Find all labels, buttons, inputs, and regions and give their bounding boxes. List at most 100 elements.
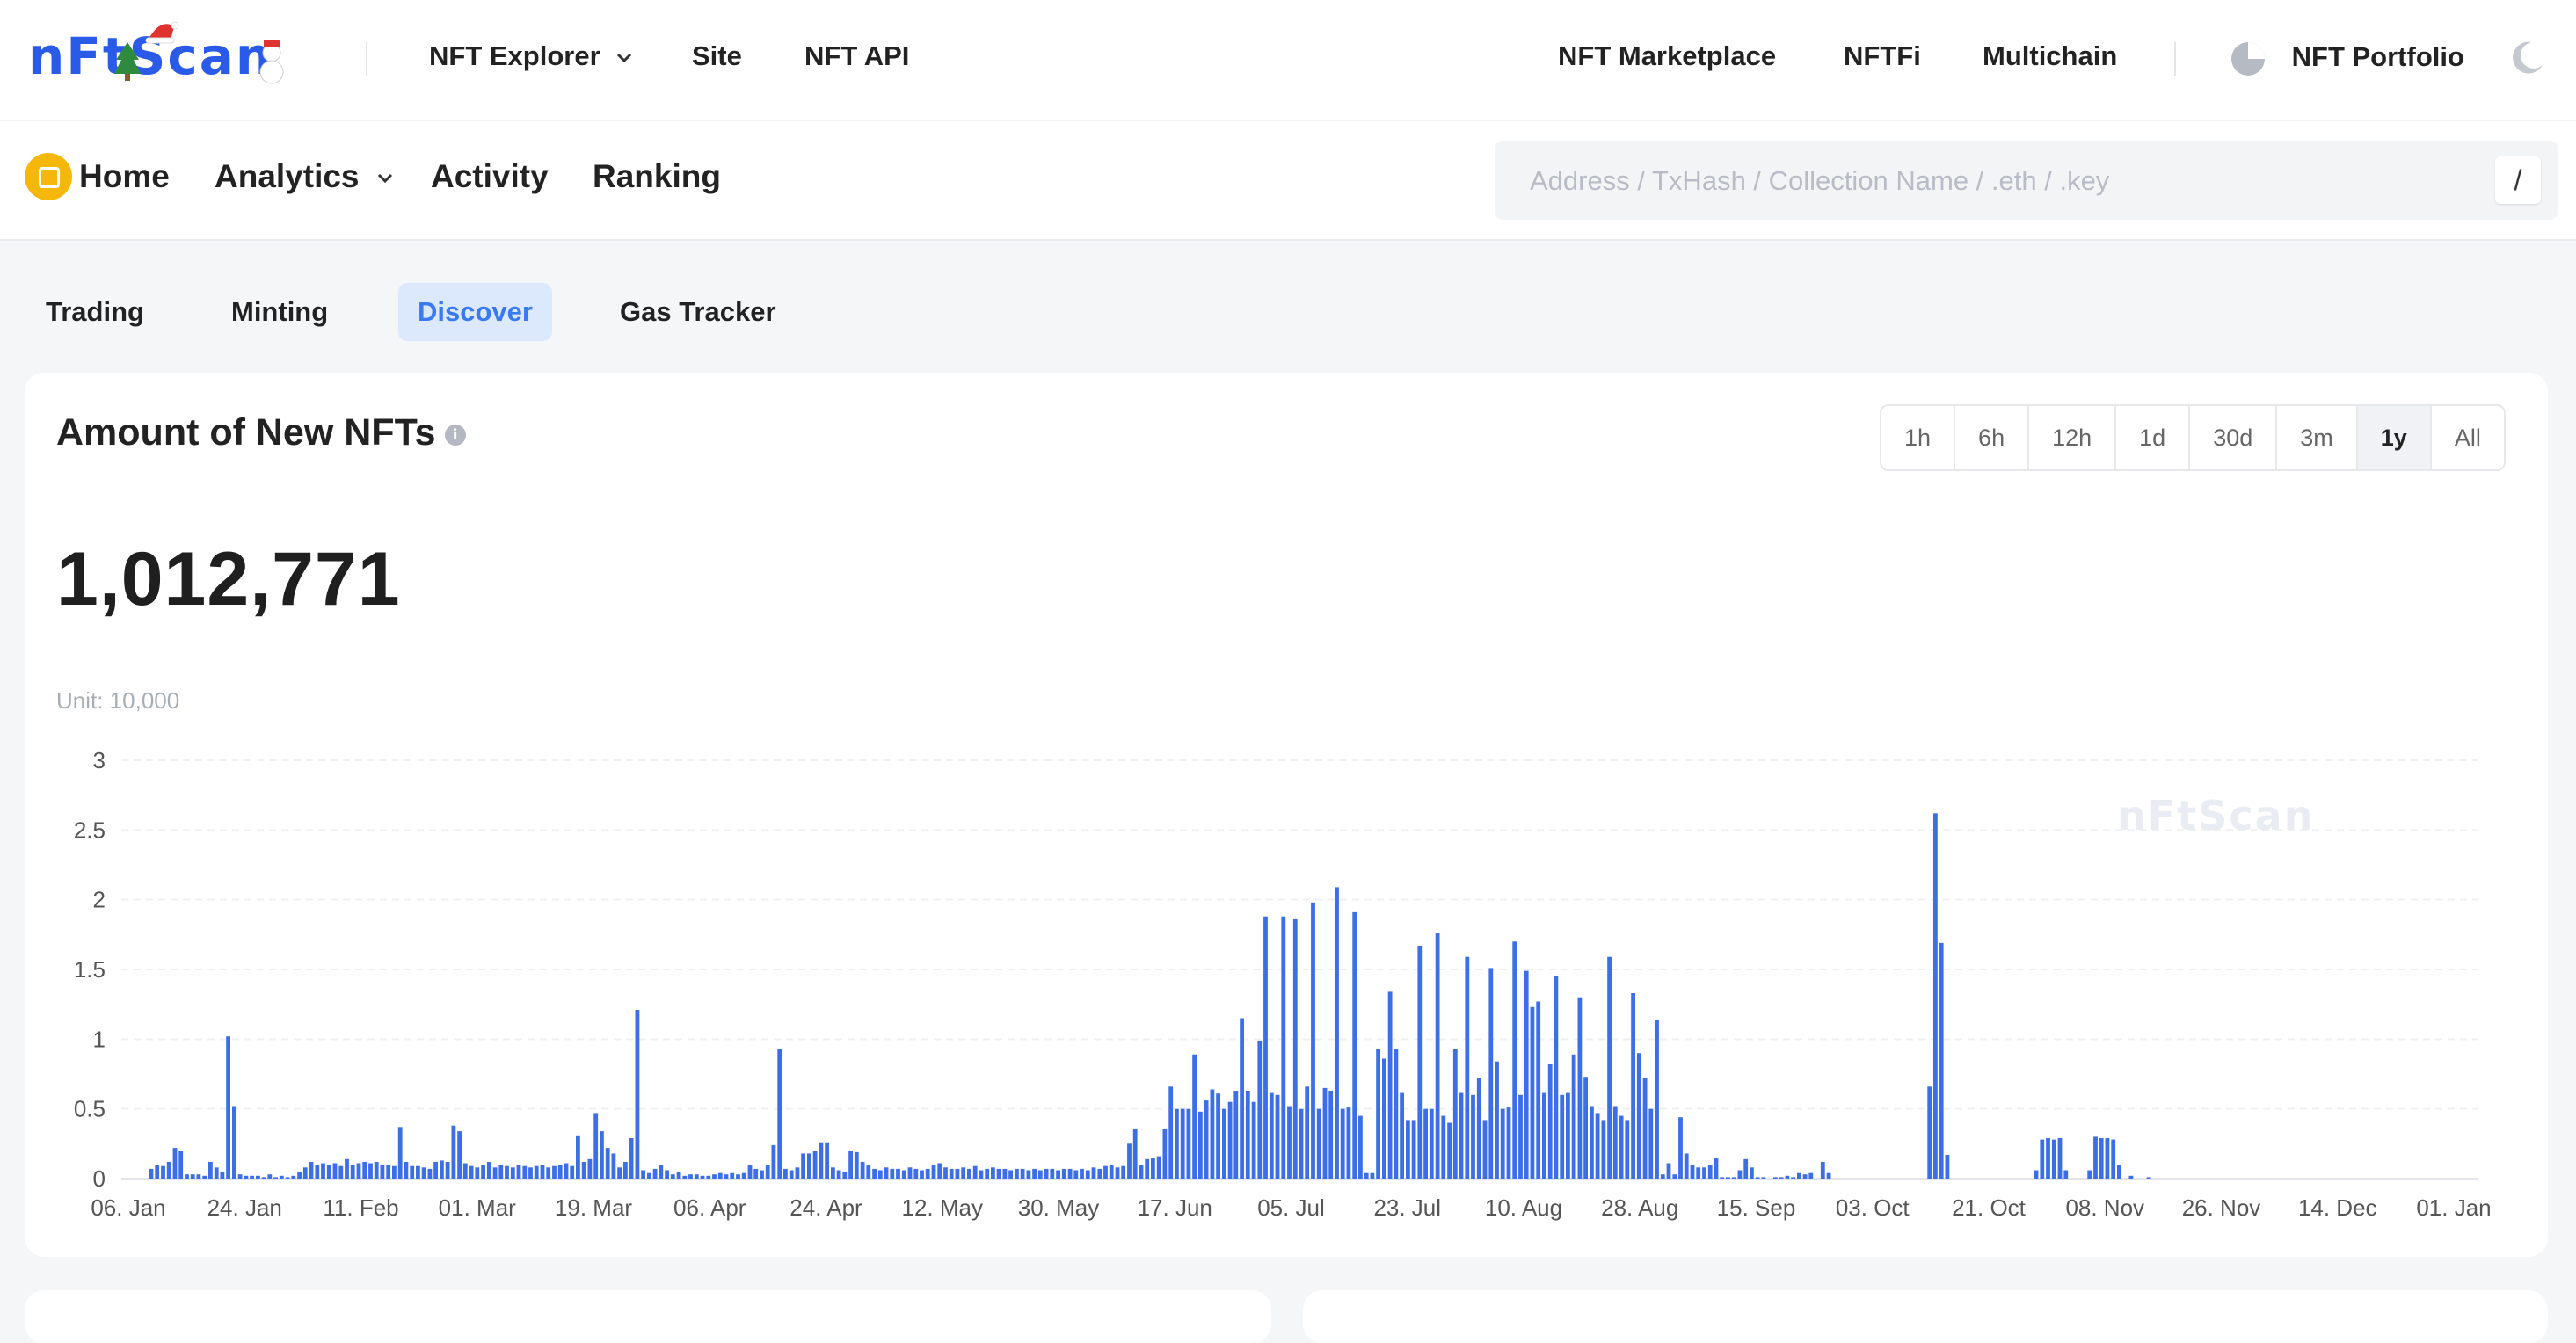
chart-bar[interactable] (587, 1158, 593, 1179)
chart-bar[interactable] (1452, 1049, 1458, 1179)
nft-api-link[interactable]: NFT API (804, 40, 910, 71)
chart-bar[interactable] (1411, 1120, 1416, 1179)
chart-bar[interactable] (1275, 1094, 1280, 1179)
chart-bar[interactable] (356, 1163, 361, 1180)
chart-bar[interactable] (315, 1165, 320, 1179)
chart-bar[interactable] (1387, 991, 1393, 1179)
chart-bar[interactable] (2099, 1138, 2104, 1179)
chart-bar[interactable] (641, 1170, 645, 1180)
chart-bar[interactable] (736, 1174, 740, 1179)
chart-bar[interactable] (931, 1165, 936, 1179)
chart-bar[interactable] (860, 1162, 865, 1179)
chart-bar[interactable] (557, 1165, 563, 1179)
chart-bar[interactable] (600, 1131, 604, 1179)
chart-bar[interactable] (510, 1167, 515, 1179)
chart-bar[interactable] (1216, 1093, 1220, 1179)
chart-bar[interactable] (1655, 1020, 1659, 1179)
chart-bar[interactable] (332, 1163, 338, 1180)
chart-bar[interactable] (1109, 1165, 1114, 1179)
chart-bar[interactable] (1927, 1086, 1932, 1179)
chart-bar[interactable] (682, 1175, 688, 1179)
chart-bar[interactable] (1808, 1172, 1814, 1179)
chart-bar[interactable] (534, 1165, 539, 1179)
chart-bar[interactable] (1037, 1170, 1043, 1180)
chart-bar[interactable] (2128, 1175, 2134, 1179)
chart-bar[interactable] (166, 1162, 171, 1179)
chart-bar[interactable] (528, 1167, 533, 1179)
chart-bar[interactable] (1660, 1174, 1665, 1179)
chart-bar[interactable] (368, 1163, 373, 1180)
chart-bar[interactable] (214, 1167, 219, 1179)
chart-bar[interactable] (795, 1167, 800, 1179)
chart-bar[interactable] (659, 1165, 664, 1179)
chart-bar[interactable] (410, 1165, 415, 1179)
chart-bar[interactable] (920, 1170, 924, 1180)
chart-bar[interactable] (1642, 1078, 1648, 1179)
chart-bar[interactable] (1590, 1106, 1594, 1180)
range-1d-button[interactable]: 1d (2116, 406, 2191, 469)
chart-bar[interactable] (1269, 1092, 1274, 1179)
chart-bar[interactable] (877, 1170, 883, 1180)
chart-bar[interactable] (1335, 887, 1339, 1179)
chart-bar[interactable] (647, 1172, 651, 1179)
chart-bar[interactable] (789, 1170, 794, 1180)
chart-bar[interactable] (1536, 1001, 1541, 1180)
chart-bar[interactable] (1198, 1111, 1203, 1179)
chart-bar[interactable] (220, 1172, 225, 1179)
chart-bar[interactable] (961, 1167, 966, 1179)
chart-bar[interactable] (350, 1165, 355, 1179)
chart-bar[interactable] (421, 1167, 426, 1179)
chart-bar[interactable] (1127, 1143, 1132, 1179)
chart-bar[interactable] (593, 1113, 599, 1179)
chart-bar[interactable] (1743, 1158, 1749, 1179)
chart-bar[interactable] (913, 1168, 919, 1179)
nft-explorer-menu[interactable]: NFT Explorer (429, 40, 632, 72)
chart-bar[interactable] (1316, 1108, 1321, 1179)
chart-bar[interactable] (1311, 902, 1315, 1179)
chart-bar[interactable] (2117, 1165, 2121, 1179)
chart-bar[interactable] (386, 1165, 391, 1179)
chart-bar[interactable] (1566, 1092, 1570, 1179)
chart-bar[interactable] (1441, 1115, 1446, 1179)
chart-bar[interactable] (552, 1165, 557, 1179)
chart-bar[interactable] (1204, 1100, 1209, 1179)
chart-bar[interactable] (2105, 1138, 2110, 1179)
chart-bar[interactable] (522, 1165, 528, 1179)
site-link[interactable]: Site (692, 40, 742, 71)
chart-bar[interactable] (831, 1167, 835, 1179)
chart-bar[interactable] (1720, 1177, 1725, 1179)
chart-bar[interactable] (670, 1174, 675, 1179)
chart-bar[interactable] (1281, 916, 1286, 1179)
chart-bar[interactable] (1132, 1128, 1138, 1179)
chart-bar[interactable] (226, 1036, 230, 1179)
chart-bar[interactable] (1678, 1117, 1683, 1179)
bnb-chain-icon[interactable] (25, 153, 72, 200)
chart-bar[interactable] (302, 1167, 308, 1179)
chart-bar[interactable] (2057, 1138, 2063, 1179)
chart-bar[interactable] (1726, 1177, 1730, 1179)
chart-bar[interactable] (967, 1168, 971, 1179)
chart-bar[interactable] (1476, 1078, 1481, 1179)
chart-bar[interactable] (1571, 1054, 1576, 1179)
chart-bar[interactable] (581, 1162, 586, 1179)
chart-bar[interactable] (196, 1174, 201, 1179)
range-3m-button[interactable]: 3m (2277, 406, 2358, 469)
chart-bar[interactable] (1465, 956, 1470, 1179)
dark-mode-moon-icon[interactable] (2507, 39, 2546, 77)
chart-bar[interactable] (576, 1135, 580, 1179)
chart-bar[interactable] (2040, 1139, 2045, 1179)
chart-bar[interactable] (1192, 1054, 1197, 1179)
chart-bar[interactable] (1459, 1092, 1464, 1179)
chart-bar[interactable] (1015, 1168, 1019, 1179)
range-12h-button[interactable]: 12h (2029, 406, 2117, 469)
chart-bar[interactable] (564, 1163, 569, 1180)
chart-bar[interactable] (1435, 933, 1440, 1179)
chart-bar[interactable] (1512, 941, 1517, 1179)
chart-bar[interactable] (1684, 1153, 1689, 1179)
chart-bar[interactable] (445, 1162, 450, 1179)
chart-bar[interactable] (1601, 1120, 1606, 1179)
chart-bar[interactable] (1530, 1006, 1535, 1179)
chart-bar[interactable] (1400, 1092, 1404, 1179)
chart-bar[interactable] (724, 1174, 729, 1179)
tab-trading[interactable]: Trading (46, 296, 144, 327)
